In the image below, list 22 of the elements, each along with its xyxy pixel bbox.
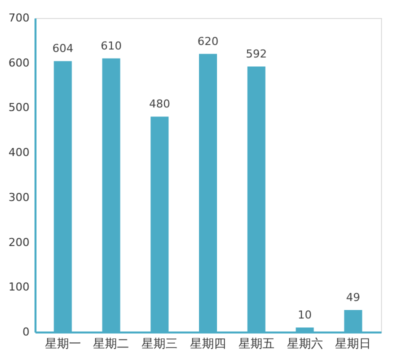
y-tick-label: 200 (8, 236, 30, 249)
x-tick-label: 星期三 (142, 336, 178, 350)
x-tick-label: 星期二 (93, 336, 130, 350)
y-tick-label: 300 (8, 190, 30, 204)
data-label: 10 (298, 308, 312, 322)
y-tick-label: 400 (8, 146, 30, 160)
y-tick-label: 100 (8, 280, 30, 294)
y-tick-label: 500 (8, 101, 30, 114)
data-label: 620 (198, 34, 218, 48)
data-label: 610 (100, 39, 122, 52)
y-tick-label: 700 (8, 12, 30, 24)
data-label: 592 (246, 47, 267, 60)
y-tick-label: 0 (22, 326, 30, 338)
x-tick-label: 星期四 (190, 336, 226, 350)
data-label: 49 (346, 291, 360, 304)
data-label: 480 (149, 98, 170, 111)
y-tick-label: 600 (8, 56, 30, 70)
x-tick-label: 星期一 (44, 336, 81, 350)
x-tick-label: 星期日 (335, 336, 372, 350)
x-tick-label: 星期六 (286, 336, 323, 350)
data-label: 604 (52, 42, 74, 56)
x-tick-label: 星期五 (238, 336, 274, 350)
